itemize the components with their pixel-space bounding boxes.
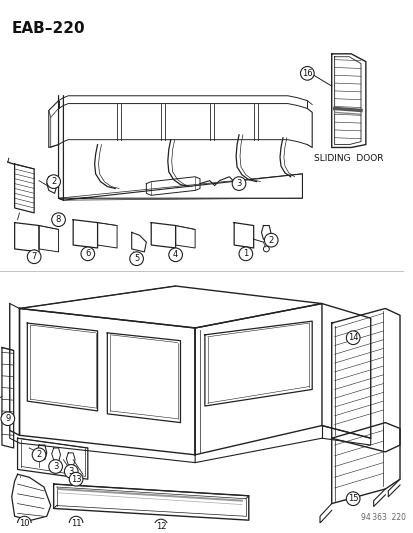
Circle shape xyxy=(27,250,41,264)
Circle shape xyxy=(69,472,83,486)
Text: 10: 10 xyxy=(19,519,30,528)
Circle shape xyxy=(238,247,252,261)
Text: 2: 2 xyxy=(36,450,42,459)
Circle shape xyxy=(169,248,182,262)
Circle shape xyxy=(232,177,245,190)
Circle shape xyxy=(1,412,14,425)
Circle shape xyxy=(129,252,143,265)
Circle shape xyxy=(47,175,60,189)
Text: 2: 2 xyxy=(51,177,56,186)
Circle shape xyxy=(64,465,78,478)
Circle shape xyxy=(52,213,65,227)
Circle shape xyxy=(69,516,83,530)
Text: 6: 6 xyxy=(85,249,90,259)
Circle shape xyxy=(32,448,46,462)
Text: 13: 13 xyxy=(71,475,81,484)
Text: 8: 8 xyxy=(56,215,61,224)
Circle shape xyxy=(17,516,31,530)
Text: 94 363  220: 94 363 220 xyxy=(360,513,405,522)
Text: 16: 16 xyxy=(301,69,312,78)
Text: 4: 4 xyxy=(173,251,178,259)
Text: 1: 1 xyxy=(243,249,248,259)
Circle shape xyxy=(346,492,359,505)
Circle shape xyxy=(49,459,62,473)
Circle shape xyxy=(346,331,359,344)
Text: SLIDING  DOOR: SLIDING DOOR xyxy=(313,155,383,163)
Text: 11: 11 xyxy=(71,519,81,528)
Circle shape xyxy=(154,519,167,533)
Text: 9: 9 xyxy=(5,414,10,423)
Circle shape xyxy=(81,247,95,261)
Text: 2: 2 xyxy=(268,236,273,245)
Text: 14: 14 xyxy=(347,333,358,342)
Circle shape xyxy=(300,67,313,80)
Circle shape xyxy=(264,233,278,247)
Text: 15: 15 xyxy=(347,494,358,503)
Text: 3: 3 xyxy=(53,462,58,471)
Text: 3: 3 xyxy=(69,467,74,476)
Text: 3: 3 xyxy=(236,179,241,188)
Text: 5: 5 xyxy=(134,254,139,263)
Text: 12: 12 xyxy=(155,521,166,530)
Text: 7: 7 xyxy=(31,252,37,261)
Text: EAB–220: EAB–220 xyxy=(12,21,85,36)
